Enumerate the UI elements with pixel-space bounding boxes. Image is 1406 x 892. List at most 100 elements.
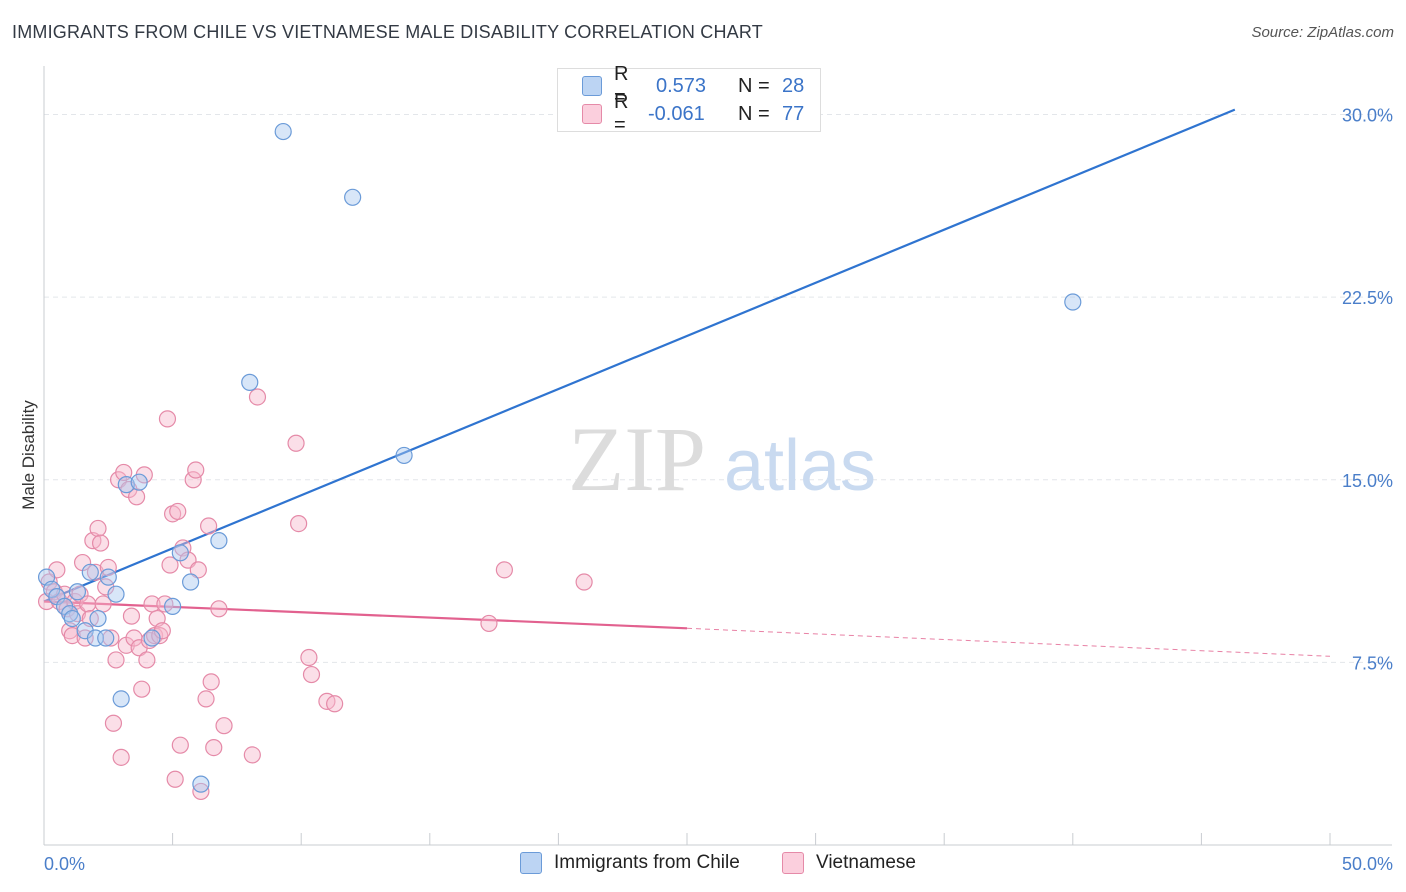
chile-point bbox=[130, 473, 148, 491]
vietnamese-point bbox=[326, 695, 344, 713]
vietnamese-point bbox=[300, 648, 318, 667]
legend-label-chile: Immigrants from Chile bbox=[554, 852, 740, 873]
vietnamese-trend-line bbox=[43, 600, 688, 630]
chile-point bbox=[1064, 293, 1082, 311]
vietnamese-point bbox=[138, 651, 156, 669]
vietnamese-point bbox=[112, 748, 130, 766]
vietnamese-point bbox=[169, 502, 187, 521]
chile-point bbox=[68, 583, 87, 601]
legend-row-chile: R = 0.573 N = 28 bbox=[582, 63, 805, 108]
y-tick-label: 7.5% bbox=[1352, 653, 1393, 673]
trend-lines bbox=[43, 108, 1331, 657]
watermark-atlas: atlas bbox=[724, 426, 876, 506]
vietnamese-point bbox=[171, 736, 189, 754]
chile-point bbox=[344, 188, 362, 206]
chile-point bbox=[143, 629, 161, 647]
x-tick-labels: 0.0% 50.0% bbox=[44, 854, 1393, 874]
vietnamese-point bbox=[495, 561, 513, 579]
legend-r-value: -0.061 bbox=[648, 102, 705, 125]
chile-point bbox=[171, 544, 189, 562]
vietnamese-point bbox=[202, 673, 220, 691]
vietnamese-point bbox=[200, 517, 218, 535]
vietnamese-point bbox=[205, 739, 223, 757]
vietnamese-point bbox=[161, 556, 179, 574]
chile-point bbox=[97, 629, 115, 647]
vietnamese-point bbox=[290, 514, 308, 533]
vietnamese-point bbox=[86, 563, 105, 581]
y-tick-labels: 7.5% 15.0% 22.5% 30.0% bbox=[1342, 106, 1393, 674]
vietnamese-point bbox=[99, 558, 117, 577]
chile-point bbox=[112, 690, 130, 708]
data-points bbox=[37, 122, 1082, 801]
vietnamese-point bbox=[127, 488, 146, 506]
source-label: Source: ZipAtlas.com bbox=[1251, 24, 1394, 41]
vietnamese-point bbox=[189, 561, 207, 579]
vietnamese-point bbox=[45, 583, 63, 601]
vietnamese-point bbox=[248, 388, 267, 406]
y-tick-label: 15.0% bbox=[1342, 471, 1393, 491]
x-tick-label: 0.0% bbox=[44, 854, 85, 874]
legend-n-value: 28 bbox=[782, 74, 805, 97]
vietnamese-trend-extension bbox=[686, 627, 1331, 657]
vietnamese-point bbox=[480, 614, 498, 633]
vietnamese-point bbox=[104, 714, 123, 732]
chile-point bbox=[61, 605, 79, 623]
vietnamese-point bbox=[91, 534, 110, 552]
legend-r-value: 0.573 bbox=[656, 74, 707, 97]
y-tick-label: 22.5% bbox=[1342, 288, 1393, 308]
vietnamese-point bbox=[166, 770, 184, 788]
vietnamese-point bbox=[575, 573, 593, 591]
chile-point bbox=[107, 585, 125, 603]
chart-title: IMMIGRANTS FROM CHILE VS VIETNAMESE MALE… bbox=[12, 22, 763, 42]
chile-point bbox=[192, 775, 210, 793]
vietnamese-point bbox=[133, 680, 151, 698]
chile-point bbox=[89, 609, 107, 628]
y-tick-label: 30.0% bbox=[1342, 106, 1393, 126]
vietnamese-point bbox=[89, 519, 107, 538]
chile-point bbox=[241, 373, 259, 391]
chile-point bbox=[210, 532, 228, 550]
chile-point bbox=[164, 597, 182, 615]
watermark-zip: ZIP bbox=[568, 408, 706, 510]
vietnamese-point bbox=[192, 782, 210, 801]
vietnamese-point bbox=[107, 651, 125, 669]
chile-point bbox=[182, 573, 200, 591]
chile-point bbox=[395, 446, 413, 465]
vietnamese-point bbox=[287, 434, 305, 452]
vietnamese-point bbox=[158, 410, 177, 428]
legend-n-value: 77 bbox=[782, 102, 805, 125]
axes bbox=[43, 66, 1392, 846]
vietnamese-point bbox=[215, 717, 233, 735]
vietnamese-point bbox=[122, 607, 141, 625]
legend-r-label: R = bbox=[614, 91, 629, 136]
chile-point bbox=[81, 563, 99, 581]
chile-point bbox=[274, 122, 292, 141]
legend-swatch-pink bbox=[582, 104, 602, 124]
series-legend: Immigrants from Chile Vietnamese bbox=[0, 852, 1406, 876]
vietnamese-point bbox=[187, 461, 205, 479]
vietnamese-point bbox=[184, 471, 202, 489]
x-tick-label: 50.0% bbox=[1342, 854, 1393, 874]
vietnamese-point bbox=[197, 690, 215, 708]
y-axis-title: Male Disability bbox=[19, 400, 38, 510]
legend-item-chile[interactable]: Immigrants from Chile bbox=[520, 852, 740, 874]
legend-swatch-blue bbox=[520, 852, 542, 874]
vietnamese-point bbox=[140, 631, 159, 650]
vietnamese-point bbox=[210, 600, 228, 618]
chile-point bbox=[63, 609, 81, 628]
legend-swatch-blue bbox=[582, 76, 602, 96]
chile-point bbox=[99, 568, 117, 586]
vietnamese-point bbox=[63, 626, 81, 645]
legend-row-vietnamese: R = -0.061 N = 77 bbox=[582, 91, 805, 136]
legend-n-label: N = bbox=[738, 102, 770, 125]
legend-r-label: R = bbox=[614, 63, 629, 108]
legend-item-vietnamese[interactable]: Vietnamese bbox=[782, 852, 916, 874]
vietnamese-point bbox=[302, 665, 321, 684]
watermark: ZIP atlas bbox=[568, 408, 876, 510]
legend-swatch-pink bbox=[782, 852, 804, 874]
legend-label-vietnamese: Vietnamese bbox=[816, 852, 916, 873]
correlation-legend: R = 0.573 N = 28 R = -0.061 N = 77 bbox=[557, 63, 821, 136]
vietnamese-point bbox=[243, 746, 261, 764]
legend-n-label: N = bbox=[738, 74, 770, 97]
